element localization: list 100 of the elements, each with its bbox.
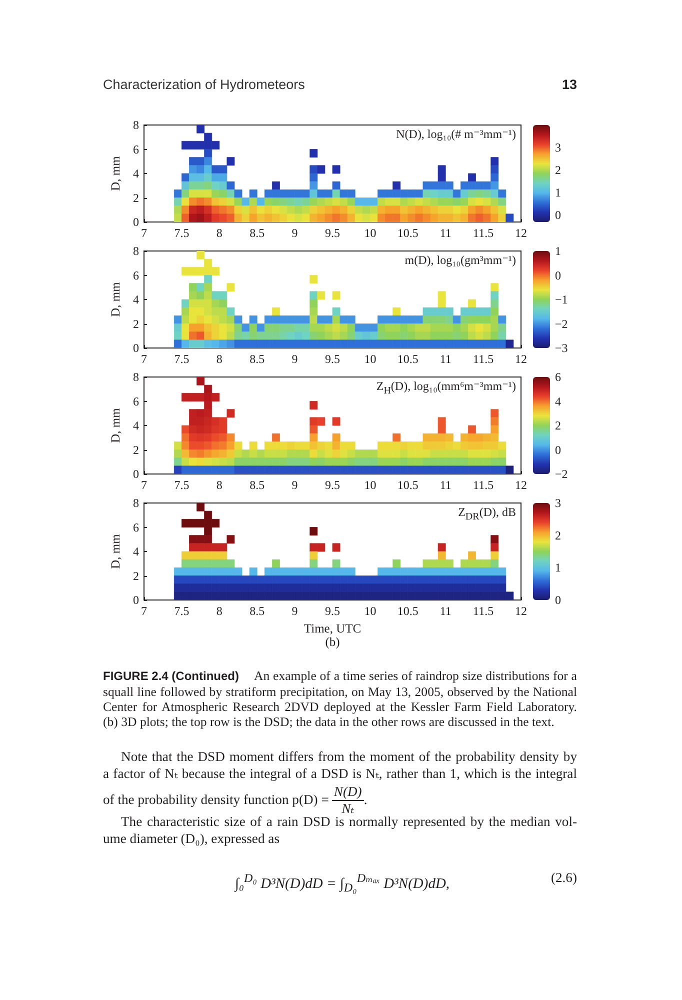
text: ∫₀$^{D₀}$ D³N(D)dD = ∫$_{D₀}$$^{Dₘₐₓ}$ D³N(D)dD, [235,870,450,896]
x-tick-label: 11 [440,478,452,492]
text: Note that the DSD moment differs from the moment of the probability density by [121,749,577,766]
color-bar-label: 3 [555,496,561,510]
text: Center for Atmospheric Research 2DVD deployed at the Kessler Farm Field Laboratory. [103,700,577,715]
y-tick-label: 2 [133,190,139,205]
x-tick-label: 8.5 [250,604,265,618]
color-bar-label: 1 [555,186,561,200]
text: of the probability density function p(D) = [103,792,329,808]
x-tick-label: 10.5 [397,604,418,618]
x-tick-label: 7 [141,226,147,240]
x-tick-label: 12 [515,478,527,492]
x-tick-label: 11 [440,226,452,240]
x-tick-label: 8.5 [250,478,265,492]
color-bar-label: 0 [555,442,561,457]
color-bar-label: −1 [555,292,568,306]
color-bar-title: m(D), log₁₀(gm³mm⁻¹) [404,253,516,267]
y-tick-label: 2 [133,568,139,583]
y-tick-label: 0 [133,467,139,481]
color-bar-title: Z$_{DR}$(D), dB [458,505,516,524]
color-bar-label: 2 [555,163,561,178]
y-tick-label: 0 [133,341,139,355]
x-tick-label: 12 [515,604,527,618]
text: . [364,792,368,808]
x-tick-label: 10 [364,352,376,366]
y-tick-label: 6 [133,142,139,156]
x-tick-label: 10 [364,604,376,618]
y-axis-title: D, mm [108,156,123,191]
color-bar-label: 0 [555,208,561,222]
y-tick-label: 8 [133,118,139,132]
y-tick-label: 6 [133,394,139,408]
x-tick-label: 8 [216,478,222,492]
y-axis-title: D, mm [108,534,123,569]
x-tick-label: 10.5 [397,478,418,492]
x-tick-label: 10.5 [397,352,418,366]
x-tick-label: 11.5 [473,226,494,240]
x-axis-title: Time, UTC [304,621,362,636]
text: Characterization of Hydrometeors [103,76,305,94]
y-tick-label: 4 [133,544,139,558]
text: squall line followed by stratiform precipitation, on May 13, 2005, observed by the National [103,684,577,700]
x-tick-label: 9 [292,478,298,492]
text: The characteristic size of a rain DSD is normally represented by the median vol- [121,814,577,830]
color-bar-label: 2 [555,528,561,542]
color-bar-label: −3 [555,341,568,355]
text: An example of a time series of raindrop size distributions for a [254,668,577,684]
y-tick-label: 8 [133,370,139,384]
color-bar-title: Z$_{H}$(D), log₁₀(mm⁶m⁻³mm⁻¹) [376,379,516,398]
y-tick-label: 6 [133,520,139,534]
y-tick-label: 2 [133,316,139,331]
y-tick-label: 6 [133,268,139,282]
y-axis-title: D, mm [108,408,123,443]
color-bar-label: 6 [555,370,561,384]
y-tick-label: 4 [133,166,139,180]
text: 13 [562,76,577,94]
color-bar-label: 1 [555,560,561,575]
y-tick-label: 8 [133,244,139,258]
x-tick-label: 12 [515,352,527,366]
x-tick-label: 7.5 [174,604,190,618]
x-tick-label: 9 [292,352,298,366]
x-tick-label: 9.5 [325,352,340,366]
x-tick-label: 9 [292,604,298,618]
text: a factor of Nₜ because the integral of a DSD is Nₜ, rather than 1, which is the integral [103,766,577,782]
x-tick-label: 9 [292,226,298,240]
text: (b) [324,634,341,650]
x-tick-label: 11.5 [473,352,494,366]
x-tick-label: 9.5 [325,478,340,492]
x-tick-label: 9.5 [325,226,340,240]
text: N(D) [332,784,364,800]
y-tick-label: 2 [133,442,139,457]
y-tick-label: 8 [133,496,139,510]
color-bar-label: 2 [555,418,561,432]
y-tick-label: 0 [133,215,139,229]
x-tick-label: 11 [440,352,452,366]
text: Nₜ [342,800,354,816]
color-bar-label: 3 [555,140,561,155]
color-bar-label: 0 [555,268,561,282]
x-tick-label: 7 [141,604,147,618]
x-tick-label: 8 [216,604,222,618]
x-tick-label: 9.5 [325,604,340,618]
y-tick-label: 4 [133,418,139,432]
color-bar-label: 4 [555,394,561,408]
x-tick-label: 10 [364,226,376,240]
x-tick-label: 11 [440,604,452,618]
color-bar-label: 0 [555,593,561,607]
color-bar-label: −2 [555,316,568,331]
x-tick-label: 8 [216,352,222,366]
x-tick-label: 8.5 [250,352,265,366]
x-tick-label: 7 [141,478,147,492]
caption: FIGURE 2.4 (Continued) [103,668,239,684]
x-tick-label: 10 [364,478,376,492]
x-tick-label: 7.5 [174,478,190,492]
x-tick-label: 7 [141,352,147,366]
text: (2.6) [550,868,577,886]
color-bar-label: −2 [555,467,568,481]
y-tick-label: 0 [133,593,139,607]
x-tick-label: 10.5 [397,226,418,240]
x-tick-label: 11.5 [473,478,494,492]
text: (b) 3D plots; the top row is the DSD; the data in the other rows are discussed in the text. [103,714,554,730]
color-bar-title: N(D), log₁₀(# m⁻³mm⁻¹) [396,127,516,141]
x-tick-label: 7.5 [174,352,190,366]
